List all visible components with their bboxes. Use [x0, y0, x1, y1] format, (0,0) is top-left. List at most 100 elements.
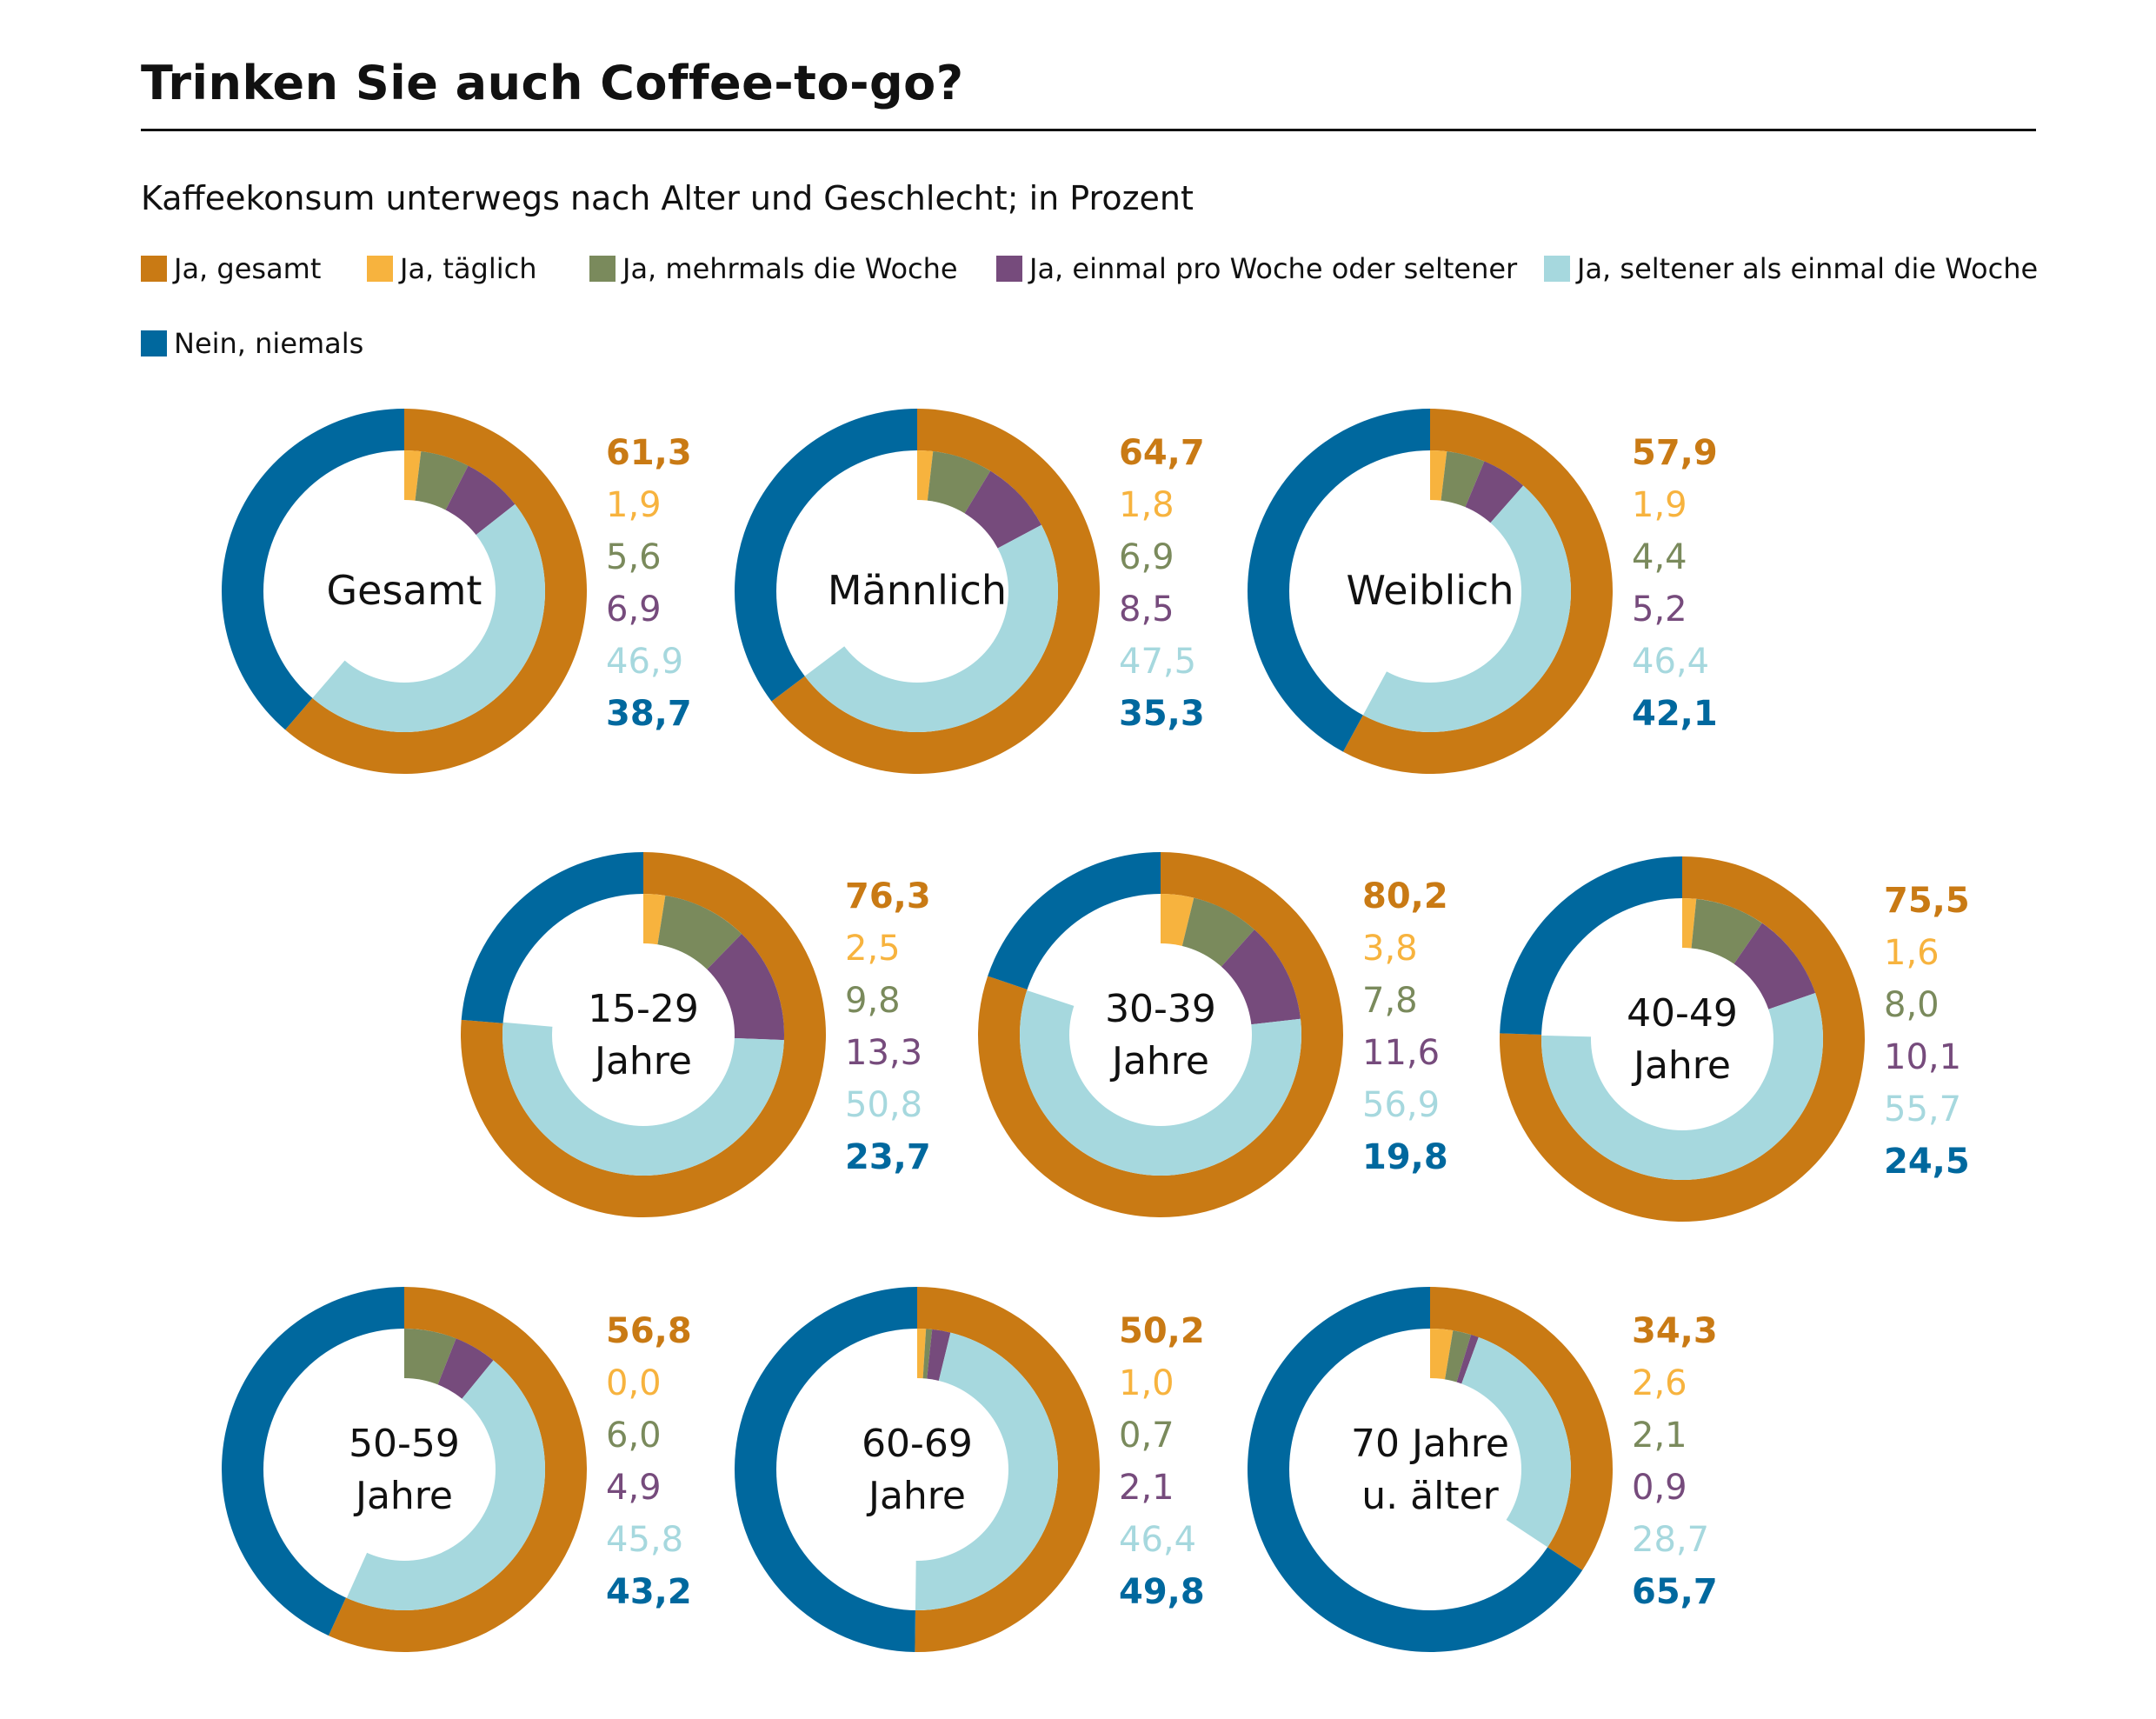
- value-label-mehrmals: 6,9: [1119, 537, 1174, 577]
- donut-40-49-jahre: 40-49 Jahre 75,5 1,6 8,0 10,1 55,7 24,5: [1500, 856, 1970, 1222]
- legend-label-seltener: Ja, seltener als einmal die Woche: [1577, 252, 2039, 285]
- donut-center-label: 50-59: [349, 1422, 460, 1466]
- chart-title: Trinken Sie auch Coffee-to-go?: [141, 56, 964, 110]
- value-label-gesamt: 64,7: [1119, 433, 1205, 473]
- value-label-einmal: 2,1: [1119, 1468, 1174, 1508]
- value-label-mehrmals: 4,4: [1632, 537, 1687, 577]
- donut-50-59-jahre: 50-59 Jahre 56,8 0,0 6,0 4,9 45,8 43,2: [221, 1287, 692, 1652]
- value-label-nein: 49,8: [1119, 1572, 1205, 1612]
- value-label-gesamt: 75,5: [1884, 881, 1970, 921]
- donut-60-69-jahre: 60-69 Jahre 50,2 1,0 0,7 2,1 46,4 49,8: [734, 1287, 1205, 1652]
- legend-item-taeglich: Ja, täglich: [367, 252, 537, 285]
- legend-label-taeglich: Ja, täglich: [400, 252, 537, 285]
- value-label-gesamt: 34,3: [1632, 1311, 1718, 1351]
- value-label-einmal: 13,3: [845, 1033, 922, 1073]
- donut-hole: [1339, 1378, 1521, 1561]
- value-label-mehrmals: 2,1: [1632, 1416, 1687, 1456]
- donut-hole: [826, 500, 1008, 683]
- donut-center-label: 40-49: [1627, 991, 1738, 1036]
- donut-center-label: Jahre: [1109, 1039, 1209, 1083]
- value-label-taeglich: 1,8: [1119, 485, 1174, 525]
- value-label-taeglich: 2,5: [845, 929, 901, 969]
- legend-swatch-taeglich: [367, 256, 393, 282]
- legend-label-nein: Nein, niemals: [174, 327, 364, 360]
- legend-item-gesamt: Ja, gesamt: [141, 252, 321, 285]
- value-label-einmal: 6,9: [606, 590, 662, 630]
- value-label-nein: 19,8: [1362, 1137, 1448, 1177]
- donut-center-label: Gesamt: [327, 567, 482, 614]
- donut-center-label: 70 Jahre: [1351, 1422, 1509, 1466]
- legend-item-einmal: Ja, einmal pro Woche oder seltener: [996, 252, 1517, 285]
- donut-15-29-jahre: 15-29 Jahre 76,3 2,5 9,8 13,3 50,8 23,7: [460, 852, 931, 1218]
- legend-swatch-mehrmals: [589, 256, 616, 282]
- value-label-taeglich: 1,9: [606, 485, 662, 525]
- donut-hole: [1591, 948, 1773, 1130]
- value-label-seltener: 50,8: [845, 1085, 922, 1125]
- value-label-mehrmals: 8,0: [1884, 985, 1940, 1025]
- legend-swatch-nein: [141, 330, 167, 356]
- value-label-nein: 38,7: [606, 694, 692, 734]
- legend-label-einmal: Ja, einmal pro Woche oder seltener: [1029, 252, 1518, 285]
- value-label-gesamt: 50,2: [1119, 1311, 1205, 1351]
- value-label-nein: 42,1: [1632, 694, 1718, 734]
- legend-swatch-einmal: [996, 256, 1022, 282]
- value-label-einmal: 10,1: [1884, 1037, 1961, 1077]
- donut-weiblich: Weiblich 57,9 1,9 4,4 5,2 46,4 42,1: [1248, 409, 1718, 774]
- value-label-mehrmals: 6,0: [606, 1416, 662, 1456]
- donut-hole: [313, 1378, 496, 1561]
- value-label-mehrmals: 7,8: [1362, 981, 1418, 1021]
- donut-30-39-jahre: 30-39 Jahre 80,2 3,8 7,8 11,6 56,9 19,8: [978, 852, 1448, 1218]
- legend-swatch-gesamt: [141, 256, 167, 282]
- value-label-gesamt: 56,8: [606, 1311, 692, 1351]
- value-label-seltener: 46,9: [606, 642, 683, 682]
- donut-hole: [552, 943, 735, 1126]
- value-label-seltener: 28,7: [1632, 1520, 1709, 1560]
- value-label-seltener: 56,9: [1362, 1085, 1440, 1125]
- value-label-nein: 43,2: [606, 1572, 692, 1612]
- donut-männlich: Männlich 64,7 1,8 6,9 8,5 47,5 35,3: [735, 409, 1205, 774]
- title-rule: [141, 129, 2036, 131]
- donut-hole: [1069, 943, 1252, 1126]
- donut-center-label: 30-39: [1105, 987, 1216, 1031]
- legend-swatch-seltener: [1544, 256, 1570, 282]
- value-label-taeglich: 2,6: [1632, 1363, 1687, 1403]
- value-label-taeglich: 3,8: [1362, 929, 1418, 969]
- legend-item-seltener: Ja, seltener als einmal die Woche: [1544, 252, 2038, 285]
- donut-center-label: Männlich: [828, 567, 1007, 614]
- value-label-einmal: 11,6: [1362, 1033, 1440, 1073]
- value-label-nein: 35,3: [1119, 694, 1205, 734]
- donut-hole: [313, 500, 496, 683]
- value-label-seltener: 55,7: [1884, 1089, 1961, 1129]
- legend-item-mehrmals: Ja, mehrmals die Woche: [589, 252, 958, 285]
- value-label-taeglich: 1,0: [1119, 1363, 1174, 1403]
- value-label-gesamt: 76,3: [845, 876, 931, 916]
- value-label-nein: 24,5: [1884, 1142, 1970, 1182]
- donut-70-jahre-u-älter: 70 Jahre u. älter 34,3 2,6 2,1 0,9 28,7 65,7: [1248, 1287, 1718, 1653]
- value-label-seltener: 46,4: [1119, 1520, 1196, 1560]
- legend-label-gesamt: Ja, gesamt: [174, 252, 322, 285]
- donut-hole: [826, 1378, 1008, 1561]
- donut-center-label: Jahre: [866, 1474, 966, 1518]
- value-label-nein: 65,7: [1632, 1572, 1718, 1612]
- value-label-seltener: 46,4: [1632, 642, 1709, 682]
- value-label-nein: 23,7: [845, 1137, 931, 1177]
- donut-center-label: Jahre: [353, 1474, 453, 1518]
- donut-hole: [1339, 500, 1521, 683]
- donut-center-label: Weiblich: [1346, 567, 1514, 614]
- value-label-taeglich: 1,9: [1632, 485, 1687, 525]
- value-label-mehrmals: 9,8: [845, 981, 901, 1021]
- value-label-seltener: 47,5: [1119, 642, 1196, 682]
- donut-center-label: Jahre: [1631, 1043, 1731, 1088]
- value-label-taeglich: 1,6: [1884, 933, 1940, 973]
- donut-center-label: 60-69: [862, 1422, 973, 1466]
- value-label-gesamt: 80,2: [1362, 876, 1448, 916]
- value-label-gesamt: 57,9: [1632, 433, 1718, 473]
- donut-center-label: 15-29: [588, 987, 699, 1031]
- value-label-mehrmals: 5,6: [606, 537, 662, 577]
- value-label-seltener: 45,8: [606, 1520, 683, 1560]
- value-label-einmal: 5,2: [1632, 590, 1687, 630]
- value-label-mehrmals: 0,7: [1119, 1416, 1174, 1456]
- donut-center-label: Jahre: [592, 1039, 692, 1083]
- value-label-einmal: 0,9: [1632, 1468, 1687, 1508]
